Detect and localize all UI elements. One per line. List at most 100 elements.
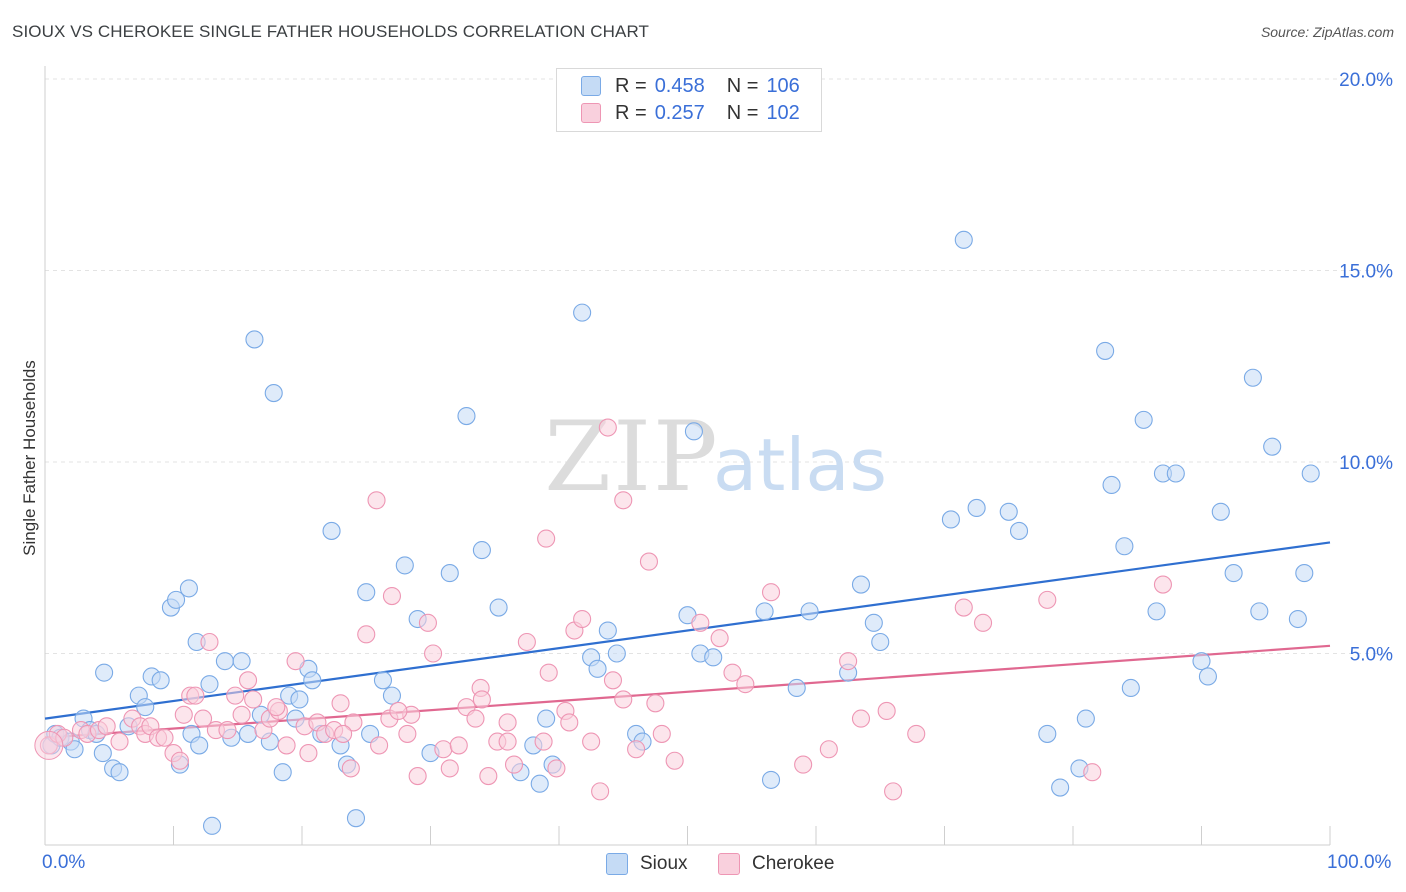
data-point-cherokee xyxy=(723,663,742,682)
data-point-sioux xyxy=(967,498,986,518)
data-point-sioux xyxy=(303,671,322,690)
data-point-sioux xyxy=(1038,724,1057,743)
data-point-sioux xyxy=(864,613,883,632)
data-point-sioux xyxy=(573,303,592,322)
data-point-sioux xyxy=(1076,709,1095,728)
data-point-cherokee xyxy=(170,751,189,770)
data-point-sioux xyxy=(232,652,251,671)
chart-title: SIOUX VS CHEROKEE SINGLE FATHER HOUSEHOL… xyxy=(12,22,650,41)
data-point-cherokee xyxy=(110,732,129,751)
data-point-cherokee xyxy=(479,767,498,786)
data-point-sioux xyxy=(1009,521,1029,540)
data-point-cherokee xyxy=(434,740,453,759)
data-point-cherokee xyxy=(218,721,237,740)
data-point-sioux xyxy=(755,602,774,621)
data-point-cherokee xyxy=(341,759,360,778)
data-point-cherokee xyxy=(591,782,610,801)
data-point-cherokee xyxy=(547,759,566,778)
data-point-sioux xyxy=(1096,341,1115,360)
legend-row-sioux: R = 0.458 N = 106 xyxy=(581,73,800,99)
data-point-cherokee xyxy=(370,736,389,755)
data-point-sioux xyxy=(290,690,309,709)
data-point-cherokee xyxy=(357,625,376,644)
data-point-sioux xyxy=(322,521,341,540)
data-point-sioux xyxy=(440,564,459,583)
watermark: ZIP atlas xyxy=(544,401,887,513)
data-point-sioux xyxy=(346,809,366,828)
data-point-sioux xyxy=(215,652,234,671)
data-point-cherokee xyxy=(761,583,781,602)
watermark-zip: ZIP xyxy=(544,401,719,513)
data-point-cherokee xyxy=(174,705,193,724)
data-point-sioux xyxy=(800,602,819,621)
data-point-cherokee xyxy=(367,491,386,510)
data-point-cherokee xyxy=(614,690,633,709)
data-point-sioux xyxy=(238,724,258,743)
cherokee-legend-swatch xyxy=(718,853,740,875)
data-point-sioux xyxy=(167,590,186,609)
data-point-sioux xyxy=(1102,475,1121,495)
data-point-cherokee xyxy=(424,644,443,663)
data-point-cherokee xyxy=(537,529,556,548)
data-point-sioux xyxy=(457,406,476,426)
sioux-r-value: 0.458 xyxy=(654,74,705,97)
r-label: R = xyxy=(615,74,647,97)
data-point-cherokee xyxy=(244,690,263,709)
data-point-sioux xyxy=(941,510,960,529)
data-point-cherokee xyxy=(691,613,710,632)
data-point-cherokee xyxy=(627,740,646,759)
data-point-cherokee xyxy=(539,663,558,682)
data-point-cherokee xyxy=(517,632,536,652)
data-point-sioux xyxy=(382,686,402,705)
data-point-sioux xyxy=(151,671,170,690)
data-point-sioux xyxy=(1224,564,1243,583)
data-point-sioux xyxy=(1192,652,1211,671)
data-point-sioux xyxy=(1051,778,1070,797)
data-point-cherokee xyxy=(1038,590,1057,609)
legend-row-cherokee: R = 0.257 N = 102 xyxy=(581,100,800,126)
n-label: N = xyxy=(726,74,759,97)
data-point-sioux xyxy=(1250,602,1269,621)
y-tick-label: 10.0% xyxy=(1339,453,1393,474)
data-point-sioux xyxy=(395,556,414,575)
data-point-cherokee xyxy=(155,728,174,747)
cherokee-legend-label: Cherokee xyxy=(752,853,835,874)
x-axis-min-label: 0.0% xyxy=(42,852,86,873)
data-point-sioux xyxy=(190,736,209,755)
data-point-sioux xyxy=(1134,410,1153,429)
data-point-cherokee xyxy=(582,732,601,751)
y-axis-label: Single Father Households xyxy=(20,360,39,556)
data-point-cherokee xyxy=(498,732,517,751)
data-point-sioux xyxy=(851,575,871,594)
data-point-sioux xyxy=(1115,537,1134,556)
data-point-cherokee xyxy=(97,717,116,736)
data-point-sioux xyxy=(1301,464,1320,483)
data-point-cherokee xyxy=(652,724,671,743)
data-point-sioux xyxy=(1263,437,1282,456)
gridlines xyxy=(45,78,1392,654)
data-point-sioux xyxy=(598,621,617,640)
data-point-cherokee xyxy=(398,724,417,743)
y-tick-label: 5.0% xyxy=(1350,645,1393,666)
data-point-cherokee xyxy=(665,751,684,770)
data-point-cherokee xyxy=(839,652,858,671)
data-points xyxy=(34,230,1320,835)
cherokee-swatch xyxy=(581,103,601,123)
data-point-cherokee xyxy=(710,629,729,648)
data-point-cherokee xyxy=(418,613,437,632)
data-point-sioux xyxy=(999,502,1018,521)
data-point-sioux xyxy=(489,598,508,617)
data-point-cherokee xyxy=(408,767,427,786)
data-point-sioux xyxy=(530,774,549,793)
data-point-cherokee xyxy=(877,701,896,721)
data-point-cherokee xyxy=(504,755,524,774)
data-point-sioux xyxy=(1198,667,1217,686)
bottom-legend-cherokee: Cherokee xyxy=(718,853,834,875)
data-point-sioux xyxy=(1121,678,1140,698)
sioux-legend-label: Sioux xyxy=(640,853,688,874)
data-point-sioux xyxy=(1295,564,1314,583)
sioux-swatch xyxy=(581,76,601,96)
data-point-cherokee xyxy=(973,613,993,632)
data-point-cherokee xyxy=(344,713,363,732)
